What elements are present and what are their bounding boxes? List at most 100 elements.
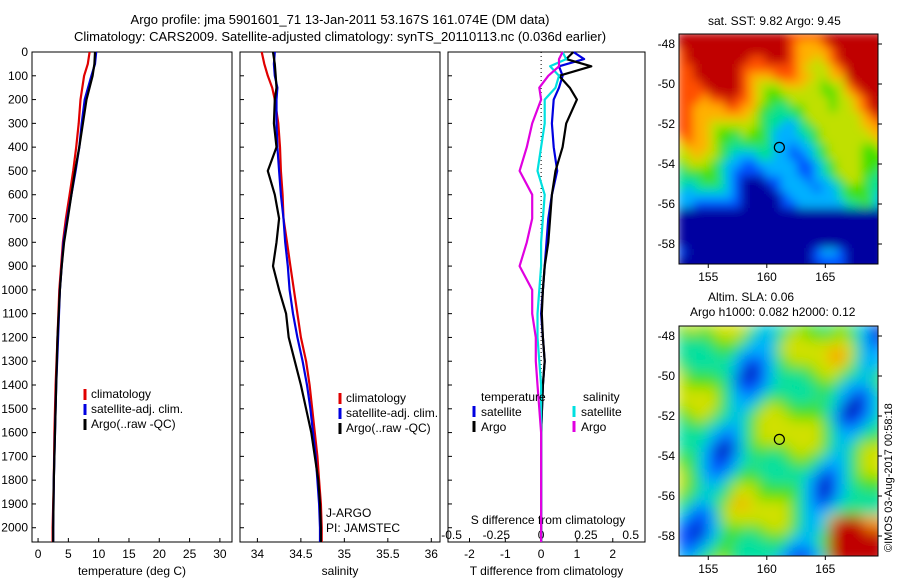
sla-field-cell	[701, 500, 710, 509]
legend-entry: climatology	[91, 387, 151, 401]
sst-field-cell	[679, 88, 686, 97]
sla-field-cell	[797, 396, 806, 405]
salinity-difference-tick-label: 0.5	[622, 528, 639, 542]
sla-field-cell	[765, 340, 774, 349]
sst-field-cell	[765, 184, 774, 193]
sst-field-cell	[765, 96, 774, 105]
sla-field-cell	[725, 436, 734, 445]
sla-field-cell	[709, 356, 718, 365]
sst-field-cell	[765, 64, 774, 73]
sst-field-cell	[701, 184, 710, 193]
sla-map-subtitle: Argo h1000: 0.082 h2000: 0.12	[690, 305, 856, 319]
sla-field-cell	[861, 484, 870, 493]
sla-field-cell	[679, 388, 686, 397]
sla-field-cell	[805, 340, 814, 349]
sla-field-cell	[765, 476, 774, 485]
sst-field-cell	[685, 48, 694, 57]
sst-field-cell	[861, 104, 870, 113]
sst-field-cell	[717, 120, 726, 129]
sst-field-cell	[813, 88, 822, 97]
sst-field-cell	[693, 48, 702, 57]
sst-field-cell	[789, 256, 798, 264]
sla-field-cell	[805, 476, 814, 485]
sst-field-cell	[757, 136, 766, 145]
sla-field-cell	[813, 428, 822, 437]
sst-field-cell	[829, 216, 838, 225]
sla-field-cell	[741, 428, 750, 437]
sla-field-cell	[709, 340, 718, 349]
sla-field-cell	[821, 460, 830, 469]
sst-field-cell	[765, 80, 774, 89]
sla-field-cell	[679, 364, 686, 373]
sla-field-cell	[685, 540, 694, 549]
sla-field-cell	[765, 404, 774, 413]
sst-field-cell	[789, 192, 798, 201]
sla-field-cell	[701, 484, 710, 493]
sst-field-cell	[709, 48, 718, 57]
sst-field-cell	[717, 136, 726, 145]
sst-field-cell	[789, 240, 798, 249]
sst-field-cell	[717, 80, 726, 89]
sst-field-cell	[869, 224, 878, 233]
sla-field-cell	[717, 388, 726, 397]
sst-field-cell	[853, 184, 862, 193]
sla-field-cell	[789, 404, 798, 413]
sla-field-cell	[861, 452, 870, 461]
sst-field-cell	[773, 224, 782, 233]
sla-field-cell	[733, 452, 742, 461]
sla-field-cell	[805, 492, 814, 501]
sla-field-cell	[821, 500, 830, 509]
sst-field-cell	[717, 56, 726, 65]
sla-field-cell	[781, 516, 790, 525]
sst-field-cell	[741, 144, 750, 153]
sla-field-cell	[869, 516, 878, 525]
sst-field-cell	[693, 176, 702, 185]
salinity-tick-label: 34.5	[289, 547, 313, 561]
sla-field-cell	[725, 428, 734, 437]
sst-field-cell	[679, 64, 686, 73]
sst-field-cell	[829, 144, 838, 153]
sla-field-cell	[765, 500, 774, 509]
sla-field-cell	[869, 356, 878, 365]
sla-field-cell	[685, 468, 694, 477]
sla-field-cell	[781, 468, 790, 477]
sla-field-cell	[845, 468, 854, 477]
sst-field-cell	[853, 152, 862, 161]
sst-field-cell	[709, 88, 718, 97]
sst-field-cell	[733, 144, 742, 153]
sst-field-cell	[685, 112, 694, 121]
sla-field-cell	[829, 540, 838, 549]
latitude-tick-label: -54	[658, 449, 676, 463]
sla-field-cell	[765, 452, 774, 461]
sla-field-cell	[781, 356, 790, 365]
sst-field-cell	[773, 256, 782, 264]
sst-field-cell	[693, 40, 702, 49]
sst-field-cell	[679, 48, 686, 57]
sla-field-cell	[837, 484, 846, 493]
sst-field-cell	[837, 168, 846, 177]
sst-field-cell	[717, 240, 726, 249]
sla-field-cell	[679, 452, 686, 461]
sst-field-cell	[741, 112, 750, 121]
sla-field-cell	[701, 428, 710, 437]
sla-field-cell	[797, 332, 806, 341]
sst-field-cell	[797, 64, 806, 73]
sst-field-cell	[679, 40, 686, 49]
sla-field-cell	[789, 516, 798, 525]
sst-field-cell	[741, 48, 750, 57]
sst-field-cell	[693, 168, 702, 177]
sla-field-cell	[829, 532, 838, 541]
sst-field-cell	[725, 152, 734, 161]
sla-field-cell	[733, 356, 742, 365]
sla-field-cell	[845, 412, 854, 421]
sst-field-cell	[733, 96, 742, 105]
sla-field-cell	[821, 372, 830, 381]
sla-field-cell	[829, 460, 838, 469]
difference-panel: -2 -1 0 1 2-0.5 -0.25 0 0.25 0.5S difference fro…	[441, 51, 646, 578]
longitude-tick-label: 165	[815, 270, 835, 284]
sla-field-cell	[853, 476, 862, 485]
sst-field-cell	[821, 200, 830, 209]
sla-field-cell	[679, 548, 686, 556]
sst-field-cell	[789, 200, 798, 209]
sst-field-cell	[741, 88, 750, 97]
